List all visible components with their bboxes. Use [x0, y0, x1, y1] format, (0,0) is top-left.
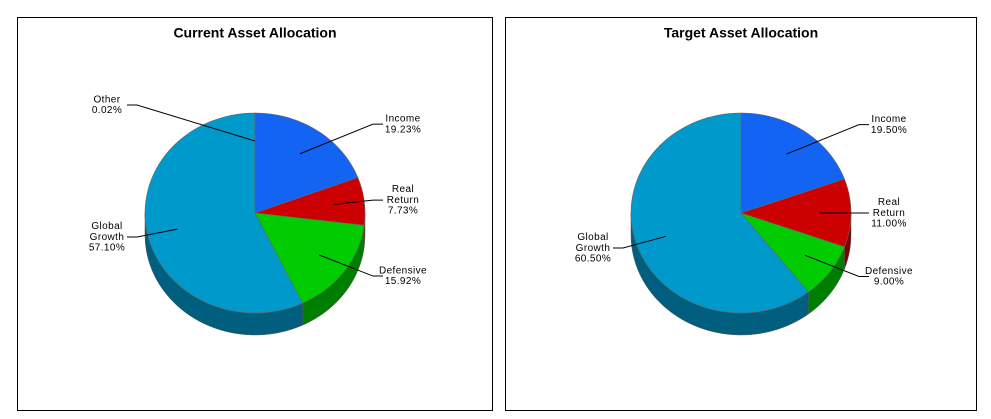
value-label: 0.02%	[92, 105, 122, 116]
leader-line	[786, 124, 869, 155]
value-label: 19.23%	[385, 124, 421, 135]
pie-slice	[254, 212, 365, 304]
chart-title: Current Asset Allocation	[173, 25, 336, 41]
pie-slice	[740, 212, 845, 293]
value-label: 11.00%	[871, 219, 907, 230]
category-label: Global Growth	[90, 221, 125, 243]
category-label: Income	[871, 114, 906, 125]
pie-slice	[630, 112, 809, 314]
value-label: 19.50%	[871, 125, 907, 136]
value-label: 57.10%	[89, 243, 125, 254]
category-label: Global Growth	[576, 232, 611, 254]
leader-line	[804, 254, 869, 277]
value-label: 9.00%	[874, 277, 904, 288]
category-label: Other	[93, 94, 120, 105]
category-label: Real Return	[873, 197, 905, 219]
leader-line	[127, 228, 178, 238]
category-label: Defensive	[379, 265, 427, 276]
category-label: Income	[385, 113, 420, 124]
chart-title: Target Asset Allocation	[664, 25, 818, 41]
value-label: 7.73%	[388, 206, 418, 217]
leader-line	[333, 199, 383, 205]
value-label: 60.50%	[575, 254, 611, 265]
category-label: Defensive	[865, 266, 913, 277]
leader-line	[127, 104, 256, 142]
pie-slice	[740, 112, 845, 214]
category-label: Real Return	[387, 184, 419, 206]
leader-line	[613, 235, 667, 249]
pie-slice	[254, 112, 359, 214]
leader-line	[319, 254, 383, 277]
leader-line	[299, 123, 383, 155]
value-label: 15.92%	[385, 276, 421, 287]
